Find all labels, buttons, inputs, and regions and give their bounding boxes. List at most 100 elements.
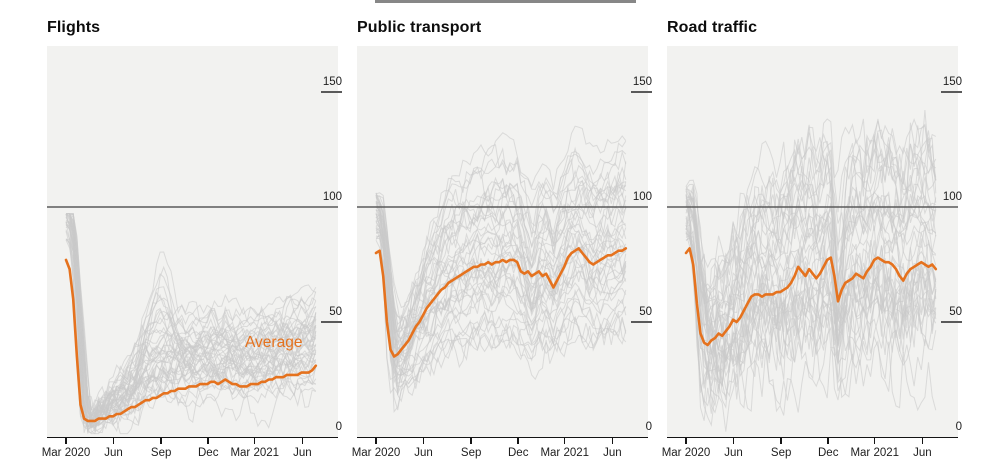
- country-line: [66, 213, 316, 432]
- x-tick-mark: [112, 438, 115, 444]
- x-tick-mark: [301, 438, 304, 444]
- x-tick-label: Jun: [104, 447, 123, 459]
- x-tick-label: Mar 2021: [850, 447, 900, 459]
- country-line: [685, 186, 937, 354]
- x-axis: Mar 2020 Jun Sep Dec Mar 2021 Jun: [352, 437, 648, 466]
- country-line: [685, 136, 937, 316]
- country-line: [375, 235, 627, 357]
- country-line: [375, 166, 627, 346]
- chart-road-traffic: Road traffic 150 100 50 0 Mar 2020 Jun Sep Dec…: [662, 18, 962, 466]
- x-tick-mark: [873, 438, 876, 444]
- country-line: [685, 193, 937, 342]
- x-tick-label: Dec: [197, 447, 219, 459]
- country-line: [375, 219, 627, 352]
- country-line: [375, 175, 626, 334]
- chart-public-transport: Public transport 150 100 50 0 Mar 2020 Jun Se…: [352, 18, 652, 466]
- plot-area: 150 100 50 0: [667, 46, 962, 437]
- x-tick-label: Mar 2020: [351, 447, 401, 459]
- country-line: [685, 150, 937, 320]
- y-tick-label: 150: [322, 76, 342, 88]
- country-line: [685, 136, 937, 277]
- x-tick-mark: [160, 438, 162, 444]
- y-tick-mark: [631, 321, 652, 323]
- x-tick-label: Jun: [293, 447, 312, 459]
- line-chart-canvas: [47, 206, 338, 435]
- country-line: [66, 213, 317, 434]
- country-line: [66, 213, 317, 424]
- country-line: [375, 169, 627, 336]
- x-tick-label: Sep: [770, 447, 792, 459]
- country-line: [375, 194, 627, 368]
- country-line: [375, 125, 627, 309]
- x-tick-label: Mar 2021: [230, 447, 280, 459]
- country-line: [375, 140, 627, 321]
- line-chart-canvas: [357, 125, 648, 413]
- country-line: [375, 227, 627, 376]
- country-line: [66, 213, 317, 427]
- x-tick-label: Dec: [507, 447, 529, 459]
- y-tick-label: 100: [322, 191, 342, 203]
- x-tick-label: Sep: [460, 447, 482, 459]
- x-tick-label: Jun: [414, 447, 433, 459]
- country-line: [685, 197, 937, 388]
- country-line: [66, 213, 317, 430]
- country-line: [65, 213, 317, 431]
- y-tick-label: 50: [639, 306, 652, 318]
- x-tick-label: Mar 2021: [540, 447, 590, 459]
- x-tick-label: Jun: [724, 447, 743, 459]
- x-tick-mark: [685, 438, 687, 444]
- country-line: [375, 213, 627, 413]
- x-tick-mark: [470, 438, 472, 444]
- country-line: [685, 201, 937, 357]
- plot-area: 150 100 50 0 Average: [47, 46, 342, 437]
- x-tick-mark: [827, 438, 829, 444]
- country-line: [375, 186, 627, 350]
- country-line: [685, 194, 937, 421]
- y-tick-label: 0: [645, 421, 652, 433]
- line-chart-canvas: [667, 110, 958, 432]
- x-tick-mark: [207, 438, 209, 444]
- chart-title: Flights: [47, 19, 101, 36]
- top-rule-fragment: [375, 0, 636, 3]
- average-line: [374, 247, 628, 358]
- x-tick-label: Sep: [150, 447, 172, 459]
- plot-area: 150 100 50 0: [357, 46, 652, 437]
- chart-title: Road traffic: [667, 19, 758, 36]
- country-line: [375, 149, 627, 332]
- y-tick-mark: [631, 91, 652, 93]
- y-tick-mark: [321, 91, 342, 93]
- country-line: [66, 213, 317, 428]
- x-axis: Mar 2020 Jun Sep Dec Mar 2021 Jun: [662, 437, 958, 466]
- country-line: [65, 238, 317, 421]
- x-tick-label: Jun: [603, 447, 622, 459]
- x-tick-mark: [253, 438, 256, 444]
- y-tick-label: 100: [632, 191, 652, 203]
- x-tick-label: Mar 2020: [41, 447, 91, 459]
- country-line: [66, 213, 317, 432]
- y-tick-label: 50: [949, 306, 962, 318]
- x-tick-mark: [732, 438, 735, 444]
- x-tick-mark: [517, 438, 519, 444]
- x-tick-label: Mar 2020: [661, 447, 711, 459]
- y-tick-label: 150: [632, 76, 652, 88]
- country-line: [685, 165, 937, 339]
- x-tick-mark: [422, 438, 425, 444]
- x-tick-mark: [65, 438, 67, 444]
- country-line: [685, 124, 937, 341]
- country-line: [375, 146, 627, 326]
- y-tick-label: 100: [942, 191, 962, 203]
- chart-flights: Flights 150 100 50 0 Average Mar 2020 Jun Sep D…: [42, 18, 342, 466]
- average-label: Average: [245, 334, 303, 351]
- country-line: [685, 216, 937, 406]
- x-axis: Mar 2020 Jun Sep Dec Mar 2021 Jun: [42, 437, 338, 466]
- country-line: [685, 189, 937, 432]
- country-line: [685, 202, 937, 414]
- y-tick-mark: [941, 321, 962, 323]
- y-tick-label: 50: [329, 306, 342, 318]
- y-tick-mark: [321, 321, 342, 323]
- country-line: [685, 231, 937, 373]
- country-line: [375, 202, 627, 403]
- average-line: [64, 258, 318, 423]
- country-line: [685, 148, 937, 305]
- country-line: [685, 191, 937, 338]
